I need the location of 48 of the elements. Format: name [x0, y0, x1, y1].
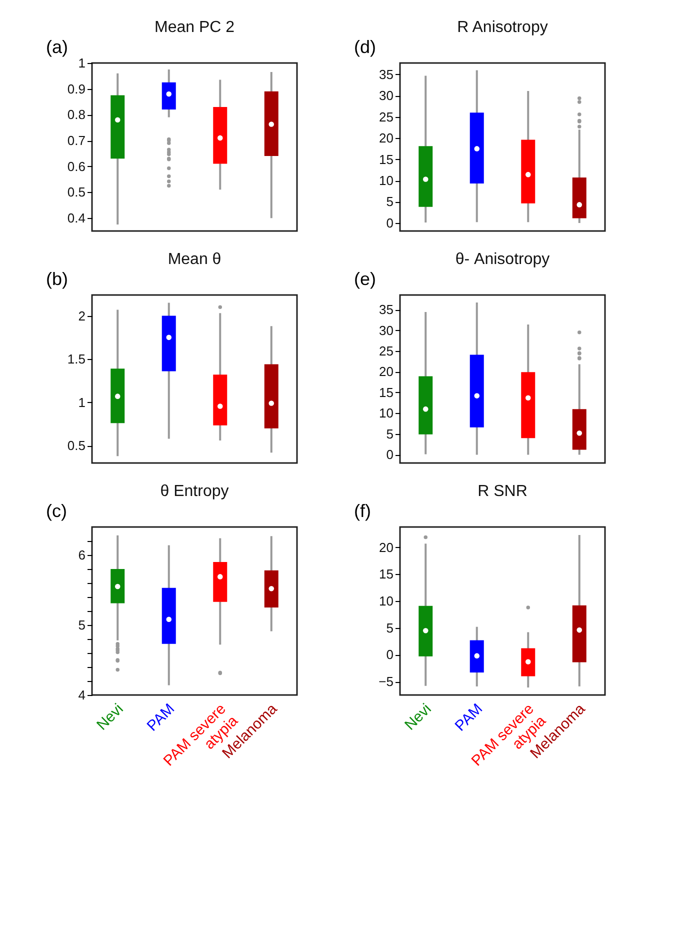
- y-tick-label: 0.5: [67, 438, 86, 454]
- y-tick-label: 25: [379, 109, 394, 124]
- chart-title: θ Entropy: [160, 483, 229, 500]
- chart-title: θ- Anisotropy: [455, 251, 550, 268]
- y-tick-label: 6: [78, 548, 86, 562]
- y-tick-label: 4: [78, 688, 86, 702]
- text: (e): [354, 269, 376, 289]
- y-tick-label: 30: [379, 88, 394, 104]
- y-tick-label: 5: [386, 620, 394, 636]
- chart-title: Mean θ: [168, 251, 222, 268]
- y-tick-label: 0.7: [67, 133, 86, 148]
- y-tick-label: 0: [386, 215, 394, 230]
- y-tick-label: 20: [379, 540, 394, 555]
- y-tick-label: 0.5: [67, 184, 86, 200]
- y-tick-label: −5: [378, 674, 394, 690]
- y-tick-label: 20: [379, 130, 394, 146]
- y-tick-label: 2: [78, 308, 86, 324]
- y-tick-label: 35: [379, 66, 394, 82]
- text: (b): [46, 269, 68, 289]
- chart-title: R SNR: [478, 483, 528, 500]
- y-tick-label: 0.9: [67, 81, 86, 96]
- y-tick-label: 1: [78, 56, 86, 70]
- y-tick-label: 1: [78, 394, 86, 410]
- text: (c): [46, 501, 67, 521]
- y-tick-label: 0: [386, 647, 394, 662]
- y-tick-label: 20: [379, 364, 394, 380]
- y-tick-label: 15: [379, 384, 394, 400]
- y-tick-label: 5: [386, 426, 394, 442]
- y-tick-label: 15: [379, 566, 394, 582]
- y-tick-label: 5: [78, 618, 86, 632]
- y-tick-label: 25: [379, 344, 394, 358]
- chart-title: R Anisotropy: [457, 19, 548, 36]
- chart-title: Mean PC 2: [154, 19, 235, 36]
- text: (a): [46, 37, 68, 57]
- y-tick-label: 30: [379, 322, 394, 338]
- text: (d): [354, 37, 376, 57]
- y-tick-label: 0.4: [67, 210, 86, 226]
- y-tick-label: 35: [379, 302, 394, 318]
- y-tick-label: 10: [379, 406, 394, 421]
- y-tick-label: 15: [379, 152, 394, 167]
- y-tick-label: 10: [379, 173, 394, 188]
- y-tick-label: 1.5: [67, 352, 86, 367]
- y-tick-label: 5: [386, 194, 394, 210]
- y-tick-label: 10: [379, 594, 394, 609]
- y-tick-label: 0.8: [67, 107, 86, 122]
- text: (f): [354, 501, 371, 521]
- y-tick-label: 0.6: [67, 158, 86, 174]
- y-tick-label: 0: [386, 447, 394, 462]
